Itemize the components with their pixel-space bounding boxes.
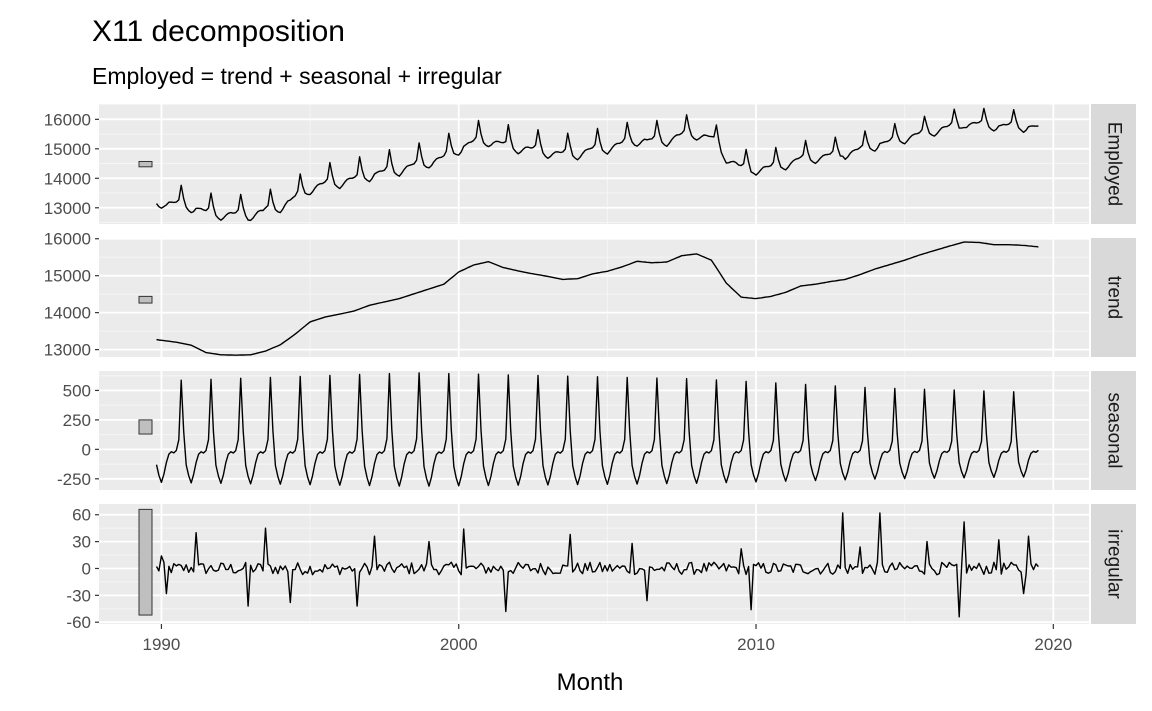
facet-strip-label: irregular xyxy=(1103,529,1124,599)
y-tick-label: 14000 xyxy=(44,304,91,323)
scale-bar xyxy=(138,295,153,304)
y-tick-label: 15000 xyxy=(44,267,91,286)
y-tick-label: 13000 xyxy=(44,341,91,360)
panels-group: 13000 14000 15000 16000 Employed 13000 14000 15… xyxy=(44,104,1136,632)
facet-strip xyxy=(1091,371,1136,490)
series-line-irregular xyxy=(155,512,1039,618)
series-line-Employed xyxy=(155,107,1039,222)
facet-strip xyxy=(1091,504,1136,624)
facet-strip xyxy=(1091,238,1136,357)
panel-irregular: -60 -30 0 30 60 irregular xyxy=(66,504,1136,632)
facet-strip xyxy=(1091,104,1136,224)
x-axis: 1990 2000 2010 2020 xyxy=(143,624,1072,654)
y-tick-label: -30 xyxy=(66,586,91,605)
series-line-seasonal xyxy=(155,372,1039,487)
scale-bar xyxy=(138,508,153,616)
facet-strip-label: seasonal xyxy=(1103,392,1124,468)
x-tick-label: 2010 xyxy=(737,635,775,654)
y-tick-label: 14000 xyxy=(44,169,91,188)
x-tick-label: 1990 xyxy=(143,635,181,654)
y-tick-label: 250 xyxy=(63,411,91,430)
panel-background xyxy=(99,238,1089,357)
panel-Employed: 13000 14000 15000 16000 Employed xyxy=(44,104,1136,224)
scale-bar xyxy=(138,160,153,168)
x-tick-label: 2020 xyxy=(1034,635,1072,654)
y-tick-label: 16000 xyxy=(44,230,91,249)
series-line-trend xyxy=(156,241,1039,356)
y-tick-label: 500 xyxy=(63,381,91,400)
chart-title: X11 decomposition xyxy=(92,15,345,48)
y-tick-label: 15000 xyxy=(44,140,91,159)
facet-strip-label: trend xyxy=(1103,276,1124,319)
x-axis-label: Month xyxy=(557,669,624,696)
scale-bar xyxy=(138,419,153,435)
x-tick-label: 2000 xyxy=(440,635,478,654)
y-tick-label: 13000 xyxy=(44,199,91,218)
y-tick-label: -250 xyxy=(57,470,91,489)
y-tick-label: 0 xyxy=(82,559,91,578)
panel-seasonal: -250 0 250 500 seasonal xyxy=(57,371,1136,490)
y-tick-label: 0 xyxy=(82,440,91,459)
chart-subtitle: Employed = trend + seasonal + irregular xyxy=(92,63,502,89)
facet-strip-label: Employed xyxy=(1103,122,1124,207)
y-tick-label: 60 xyxy=(72,506,91,525)
y-tick-label: 16000 xyxy=(44,110,91,129)
y-tick-label: 30 xyxy=(72,533,91,552)
panel-trend: 13000 14000 15000 16000 trend xyxy=(44,230,1136,360)
y-tick-label: -60 xyxy=(66,613,91,632)
